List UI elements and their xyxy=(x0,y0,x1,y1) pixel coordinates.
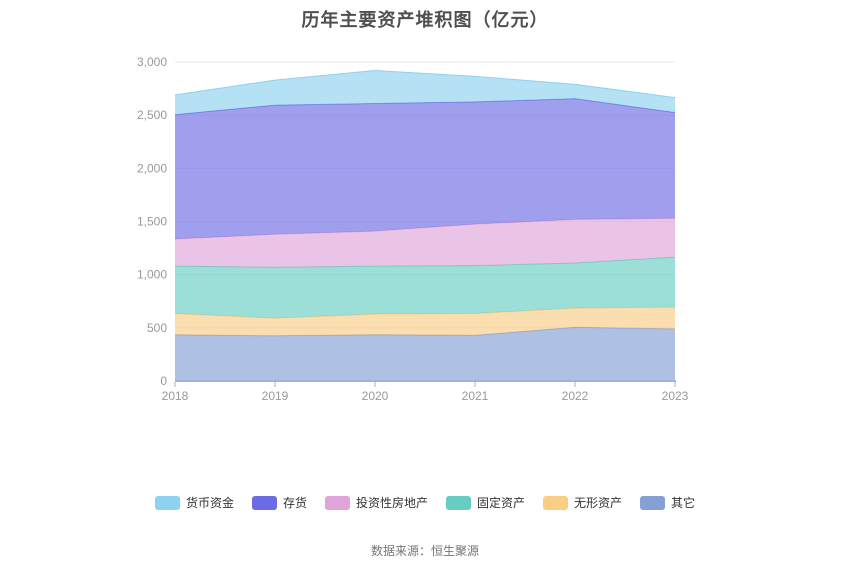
legend-swatch-icon xyxy=(251,495,277,510)
legend-label: 货币资金 xyxy=(185,496,234,510)
area-topline-5 xyxy=(174,70,676,99)
legend-item-3[interactable]: 固定资产 xyxy=(446,494,525,511)
stacked-area-chart: 0 500 1,000 1,500 2,000 2,500 3,000 2018 2019 202… xyxy=(137,55,689,403)
legend-label: 存货 xyxy=(282,496,307,510)
page-title: 历年主要资产堆积图（亿元） xyxy=(301,10,549,30)
legend-swatch-icon xyxy=(543,495,569,510)
legend-swatch-icon xyxy=(640,495,666,510)
x-axis-tick-label: 2019 xyxy=(262,389,289,403)
y-axis-tick-label: 1,500 xyxy=(137,215,167,229)
y-axis-tick-label: 2,000 xyxy=(137,161,167,175)
y-axis-tick-label: 3,000 xyxy=(137,55,167,69)
legend: 货币资金 存货 投资性房地产 固定资产 无形资产 其它 xyxy=(0,494,850,511)
legend-swatch-icon xyxy=(154,495,180,510)
area-band-0[interactable] xyxy=(175,327,675,381)
x-axis-tick-label: 2018 xyxy=(162,389,189,403)
legend-label: 固定资产 xyxy=(477,496,526,510)
legend-item-5[interactable]: 其它 xyxy=(640,494,695,511)
y-axis-tick-label: 500 xyxy=(147,321,167,335)
legend-label: 无形资产 xyxy=(574,496,623,510)
data-source-note: 数据来源：恒生聚源 xyxy=(370,544,479,558)
area-band-3[interactable] xyxy=(175,218,675,268)
area-band-1[interactable] xyxy=(175,307,675,336)
x-axis-tick-label: 2022 xyxy=(562,389,589,403)
legend-item-1[interactable]: 存货 xyxy=(251,494,307,511)
legend-swatch-icon xyxy=(324,495,350,510)
legend-swatch-icon xyxy=(446,495,471,510)
legend-item-2[interactable]: 投资性房地产 xyxy=(324,494,428,511)
legend-item-0[interactable]: 货币资金 xyxy=(154,494,234,511)
area-band-4[interactable] xyxy=(175,98,675,240)
y-axis-tick-label: 0 xyxy=(160,374,167,388)
legend-label: 其它 xyxy=(671,496,696,510)
area-band-5[interactable] xyxy=(175,70,675,115)
x-axis-tick-label: 2021 xyxy=(462,389,489,403)
area-band-2[interactable] xyxy=(175,257,675,319)
legend-item-4[interactable]: 无形资产 xyxy=(543,494,622,511)
y-axis-tick-label: 2,500 xyxy=(137,108,167,122)
x-axis-tick-label: 2020 xyxy=(362,389,389,403)
x-axis-tick-label: 2023 xyxy=(662,389,689,403)
y-axis-tick-label: 1,000 xyxy=(137,268,167,282)
legend-label: 投资性房地产 xyxy=(355,496,428,510)
